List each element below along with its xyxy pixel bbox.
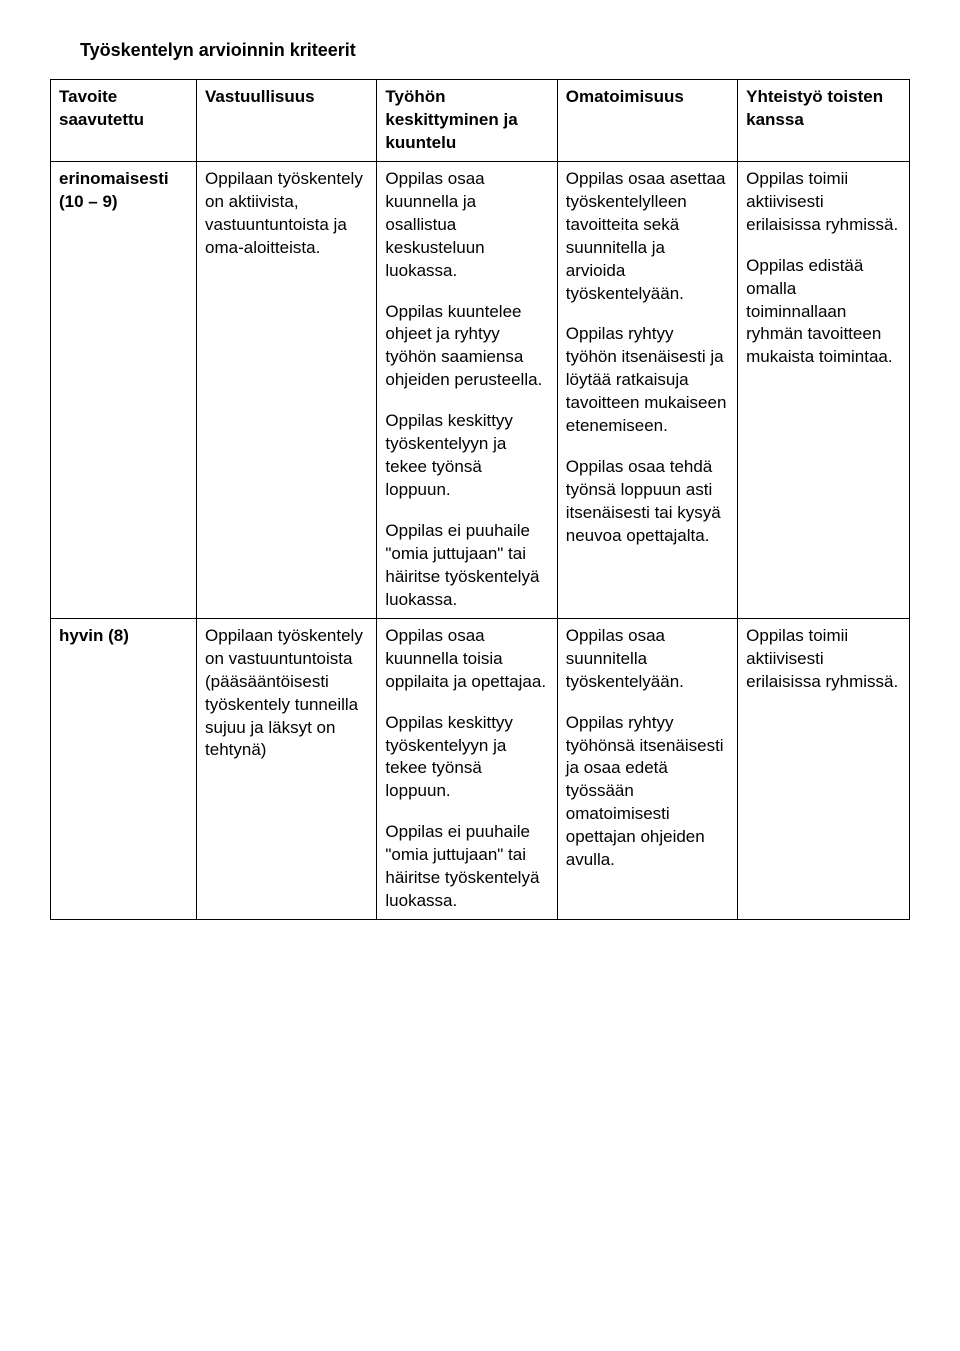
cell-independence: Oppilas osaa asettaa työskentelylleen ta… [557,161,737,618]
cell-text: Oppilaan työskentely on aktiivista, vast… [205,168,368,260]
cell-text: Oppilas ei puuhaile "omia juttujaan" tai… [385,821,548,913]
cell-responsibility: Oppilaan työskentely on vastuuntuntoista… [197,618,377,919]
cell-text: Oppilas toimii aktiivisesti erilaisissa … [746,168,901,237]
cell-text: Oppilas ei puuhaile "omia juttujaan" tai… [385,520,548,612]
table-row: hyvin (8) Oppilaan työskentely on vastuu… [51,618,910,919]
cell-text: Oppilas osaa tehdä työnsä loppuun asti i… [566,456,729,548]
cell-text: Oppilas osaa asettaa työskentelylleen ta… [566,168,729,306]
cell-text: Oppilas keskittyy työskentelyyn ja tekee… [385,712,548,804]
row-label-good: hyvin (8) [51,618,197,919]
cell-text: Oppilas toimii aktiivisesti erilaisissa … [746,625,901,694]
col-header-focus: Työhön keskittyminen ja kuuntelu [377,80,557,162]
cell-text: Oppilas kuuntelee ohjeet ja ryhtyy työhö… [385,301,548,393]
table-row: erinomaisesti (10 – 9) Oppilaan työskent… [51,161,910,618]
criteria-table: Tavoite saavutettu Vastuullisuus Työhön … [50,79,910,920]
col-header-collaboration: Yhteistyö toisten kanssa [738,80,910,162]
col-header-goal: Tavoite saavutettu [51,80,197,162]
cell-text: Oppilas osaa kuunnella ja osallistua kes… [385,168,548,283]
cell-text: Oppilas ryhtyy työhön itsenäisesti ja lö… [566,323,729,438]
cell-text: Oppilas keskittyy työskentelyyn ja tekee… [385,410,548,502]
cell-focus: Oppilas osaa kuunnella toisia oppilaita … [377,618,557,919]
col-header-responsibility: Vastuullisuus [197,80,377,162]
cell-text: Oppilas edistää omalla toiminnallaan ryh… [746,255,901,370]
cell-text: Oppilas osaa kuunnella toisia oppilaita … [385,625,548,694]
page-title: Työskentelyn arvioinnin kriteerit [80,40,910,61]
header-row: Tavoite saavutettu Vastuullisuus Työhön … [51,80,910,162]
cell-responsibility: Oppilaan työskentely on aktiivista, vast… [197,161,377,618]
cell-focus: Oppilas osaa kuunnella ja osallistua kes… [377,161,557,618]
col-header-independence: Omatoimisuus [557,80,737,162]
cell-text: Oppilas osaa suunnitella työskentelyään. [566,625,729,694]
cell-independence: Oppilas osaa suunnitella työskentelyään.… [557,618,737,919]
cell-text: Oppilas ryhtyy työhönsä itsenäisesti ja … [566,712,729,873]
row-label-excellent: erinomaisesti (10 – 9) [51,161,197,618]
cell-text: Oppilaan työskentely on vastuuntuntoista… [205,625,368,763]
cell-collaboration: Oppilas toimii aktiivisesti erilaisissa … [738,161,910,618]
cell-collaboration: Oppilas toimii aktiivisesti erilaisissa … [738,618,910,919]
